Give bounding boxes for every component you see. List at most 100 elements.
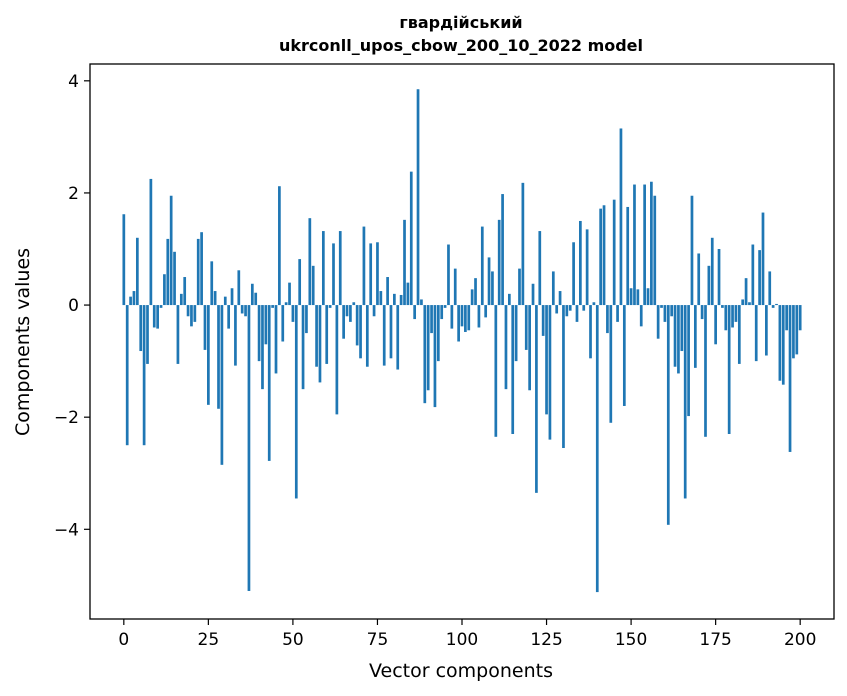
bar-component-148 — [622, 305, 626, 406]
bar-component-42 — [264, 305, 268, 345]
bar-component-70 — [359, 305, 362, 359]
bar-component-89 — [423, 305, 427, 404]
bar-component-48 — [284, 302, 288, 306]
bar-component-57 — [315, 305, 318, 367]
y-axis-ticks: −4 −2 0 2 4 — [54, 72, 90, 540]
bar-component-113 — [504, 305, 508, 390]
bar-component-139 — [592, 302, 596, 306]
bar-component-159 — [660, 305, 663, 308]
bar-component-85 — [409, 171, 413, 306]
bar-component-103 — [470, 289, 474, 306]
bar-component-168 — [690, 195, 694, 306]
bar-component-124 — [541, 305, 545, 336]
bar-component-0 — [122, 214, 126, 306]
bar-component-119 — [524, 305, 528, 350]
bar-component-93 — [436, 305, 440, 362]
bar-component-97 — [450, 305, 454, 329]
bar-component-165 — [680, 305, 684, 352]
chart-title-line-1: гвардійський — [399, 13, 522, 32]
bar-component-140 — [595, 305, 599, 593]
bar-component-192 — [771, 305, 775, 308]
bar-component-167 — [687, 305, 690, 417]
bar-component-157 — [653, 195, 657, 306]
bar-component-41 — [261, 305, 264, 390]
bar-component-14 — [169, 195, 173, 306]
bar-component-38 — [250, 283, 254, 306]
bar-component-143 — [606, 305, 609, 334]
bar-component-71 — [362, 226, 366, 306]
bar-component-82 — [399, 294, 403, 306]
bar-component-100 — [460, 305, 464, 327]
x-tick-label: 175 — [699, 630, 731, 650]
bar-component-81 — [396, 305, 400, 370]
bar-component-5 — [139, 305, 143, 352]
bar-component-86 — [413, 305, 417, 320]
bar-component-118 — [521, 182, 525, 306]
bar-component-150 — [629, 288, 633, 306]
bar-component-84 — [406, 282, 410, 306]
bar-component-129 — [558, 291, 562, 306]
bar-component-114 — [507, 293, 511, 306]
bar-component-181 — [734, 305, 738, 322]
y-tick-label: 4 — [68, 72, 79, 92]
y-tick-label: −2 — [54, 408, 79, 428]
bar-component-120 — [528, 305, 531, 391]
x-tick-label: 75 — [367, 630, 389, 650]
bar-component-23 — [200, 232, 203, 306]
bar-component-52 — [298, 259, 302, 306]
bar-component-95 — [443, 305, 447, 308]
bar-component-109 — [491, 271, 494, 306]
bar-component-8 — [149, 178, 153, 306]
bar-component-49 — [288, 282, 291, 306]
bar-component-90 — [426, 305, 430, 391]
bar-component-22 — [196, 238, 200, 306]
bar-component-98 — [453, 268, 457, 306]
bar-component-175 — [714, 305, 717, 345]
bar-component-128 — [555, 305, 559, 314]
bar-component-20 — [190, 305, 193, 327]
bar-component-54 — [305, 305, 308, 334]
bar-component-36 — [244, 305, 247, 317]
x-tick-label: 125 — [530, 630, 562, 650]
bar-component-170 — [697, 253, 701, 306]
bar-component-50 — [291, 305, 295, 322]
bar-component-171 — [700, 305, 704, 320]
bar-component-18 — [183, 277, 187, 306]
bar-component-9 — [152, 305, 156, 328]
bar-component-153 — [639, 305, 643, 327]
bar-component-193 — [775, 303, 778, 306]
x-tick-label: 50 — [282, 630, 304, 650]
bar-component-80 — [393, 293, 396, 306]
y-tick-label: 2 — [68, 184, 79, 204]
bar-component-189 — [761, 212, 765, 306]
bar-component-134 — [575, 305, 579, 322]
bar-component-196 — [785, 305, 789, 331]
bar-component-63 — [335, 305, 339, 415]
bar-component-145 — [612, 199, 616, 306]
bar-component-141 — [599, 208, 603, 306]
bar-component-121 — [531, 283, 535, 306]
bar-component-32 — [230, 288, 234, 306]
bar-component-4 — [135, 237, 139, 306]
bar-component-58 — [318, 305, 322, 383]
bar-component-151 — [633, 184, 636, 306]
bar-component-31 — [227, 305, 231, 329]
bar-component-15 — [173, 251, 176, 306]
bar-component-115 — [511, 305, 515, 434]
bar-component-187 — [754, 305, 758, 362]
bar-component-185 — [748, 302, 751, 306]
bar-component-107 — [484, 305, 488, 318]
bar-component-96 — [447, 244, 450, 306]
bar-component-136 — [582, 305, 586, 311]
bar-component-194 — [778, 305, 782, 381]
bar-component-152 — [636, 289, 640, 306]
bar-component-56 — [311, 265, 315, 306]
bar-component-123 — [538, 231, 542, 306]
bar-component-99 — [457, 305, 460, 342]
bar-component-172 — [704, 305, 707, 437]
bar-component-53 — [301, 305, 305, 390]
bar-component-33 — [234, 305, 237, 366]
y-tick-label: 0 — [68, 296, 79, 316]
bar-component-21 — [193, 305, 197, 322]
